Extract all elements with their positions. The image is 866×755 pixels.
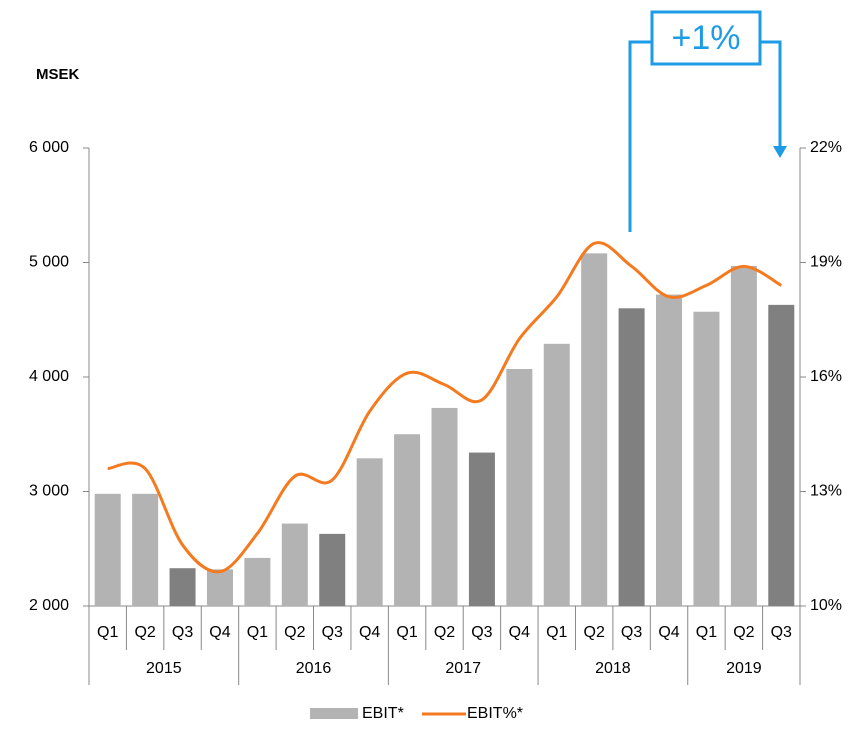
bar: [394, 434, 421, 606]
y2-tick-label: 10%: [810, 597, 842, 614]
y-axis-label: MSEK: [36, 66, 80, 83]
group-label: 2018: [595, 660, 631, 677]
bar: [94, 493, 121, 606]
bar: [693, 311, 720, 606]
x-tick-label: Q1: [97, 624, 118, 641]
x-tick-label: Q2: [134, 624, 155, 641]
y-tick-label: 3 000: [29, 483, 69, 500]
bar: [581, 253, 608, 606]
y-tick-label: 2 000: [29, 597, 69, 614]
annotation-box: [650, 10, 762, 66]
bar: [768, 304, 795, 606]
x-tick-label: Q4: [658, 624, 679, 641]
annotation-text: +1%: [672, 19, 741, 57]
group-label: 2015: [146, 660, 182, 677]
x-tick-label: Q3: [471, 624, 492, 641]
bar: [206, 569, 233, 606]
annotation-bracket: [628, 40, 652, 232]
bar: [730, 265, 757, 606]
y-tick-label: 5 000: [29, 254, 69, 271]
x-tick-label: Q3: [771, 624, 792, 641]
bar: [506, 368, 533, 606]
bar: [319, 533, 346, 606]
group-label: 2019: [726, 660, 762, 677]
bar: [169, 568, 196, 606]
bar: [281, 523, 308, 606]
y-tick-label: 6 000: [29, 139, 69, 156]
bar: [244, 557, 271, 606]
x-tick-label: Q3: [621, 624, 642, 641]
x-tick-label: Q2: [584, 624, 605, 641]
x-tick-label: Q4: [209, 624, 230, 641]
annotation-bracket: [760, 40, 782, 148]
bar: [356, 458, 383, 606]
x-tick-label: Q2: [284, 624, 305, 641]
y-tick-label: 4 000: [29, 368, 69, 385]
x-tick-label: Q1: [696, 624, 717, 641]
x-tick-label: Q4: [359, 624, 380, 641]
x-tick-label: Q4: [509, 624, 530, 641]
x-tick-label: Q1: [396, 624, 417, 641]
x-tick-label: Q3: [322, 624, 343, 641]
x-tick-label: Q3: [172, 624, 193, 641]
x-tick-label: Q1: [546, 624, 567, 641]
legend-swatch: [310, 708, 358, 719]
legend-label: EBIT*: [362, 705, 404, 722]
y2-tick-label: 22%: [810, 139, 842, 156]
y2-tick-label: 16%: [810, 368, 842, 385]
group-label: 2016: [296, 660, 332, 677]
x-tick-label: Q2: [434, 624, 455, 641]
x-tick-label: Q2: [733, 624, 754, 641]
bar: [468, 452, 495, 606]
bar: [618, 308, 645, 606]
bar: [656, 294, 683, 606]
x-tick-label: Q1: [247, 624, 268, 641]
y2-tick-label: 13%: [810, 483, 842, 500]
y2-tick-label: 19%: [810, 254, 842, 271]
group-label: 2017: [445, 660, 481, 677]
bar: [132, 493, 159, 606]
bar: [431, 407, 458, 606]
bar: [543, 343, 570, 606]
legend-label: EBIT%*: [467, 705, 523, 722]
annotation-arrowhead: [773, 146, 787, 158]
line: [107, 241, 783, 574]
